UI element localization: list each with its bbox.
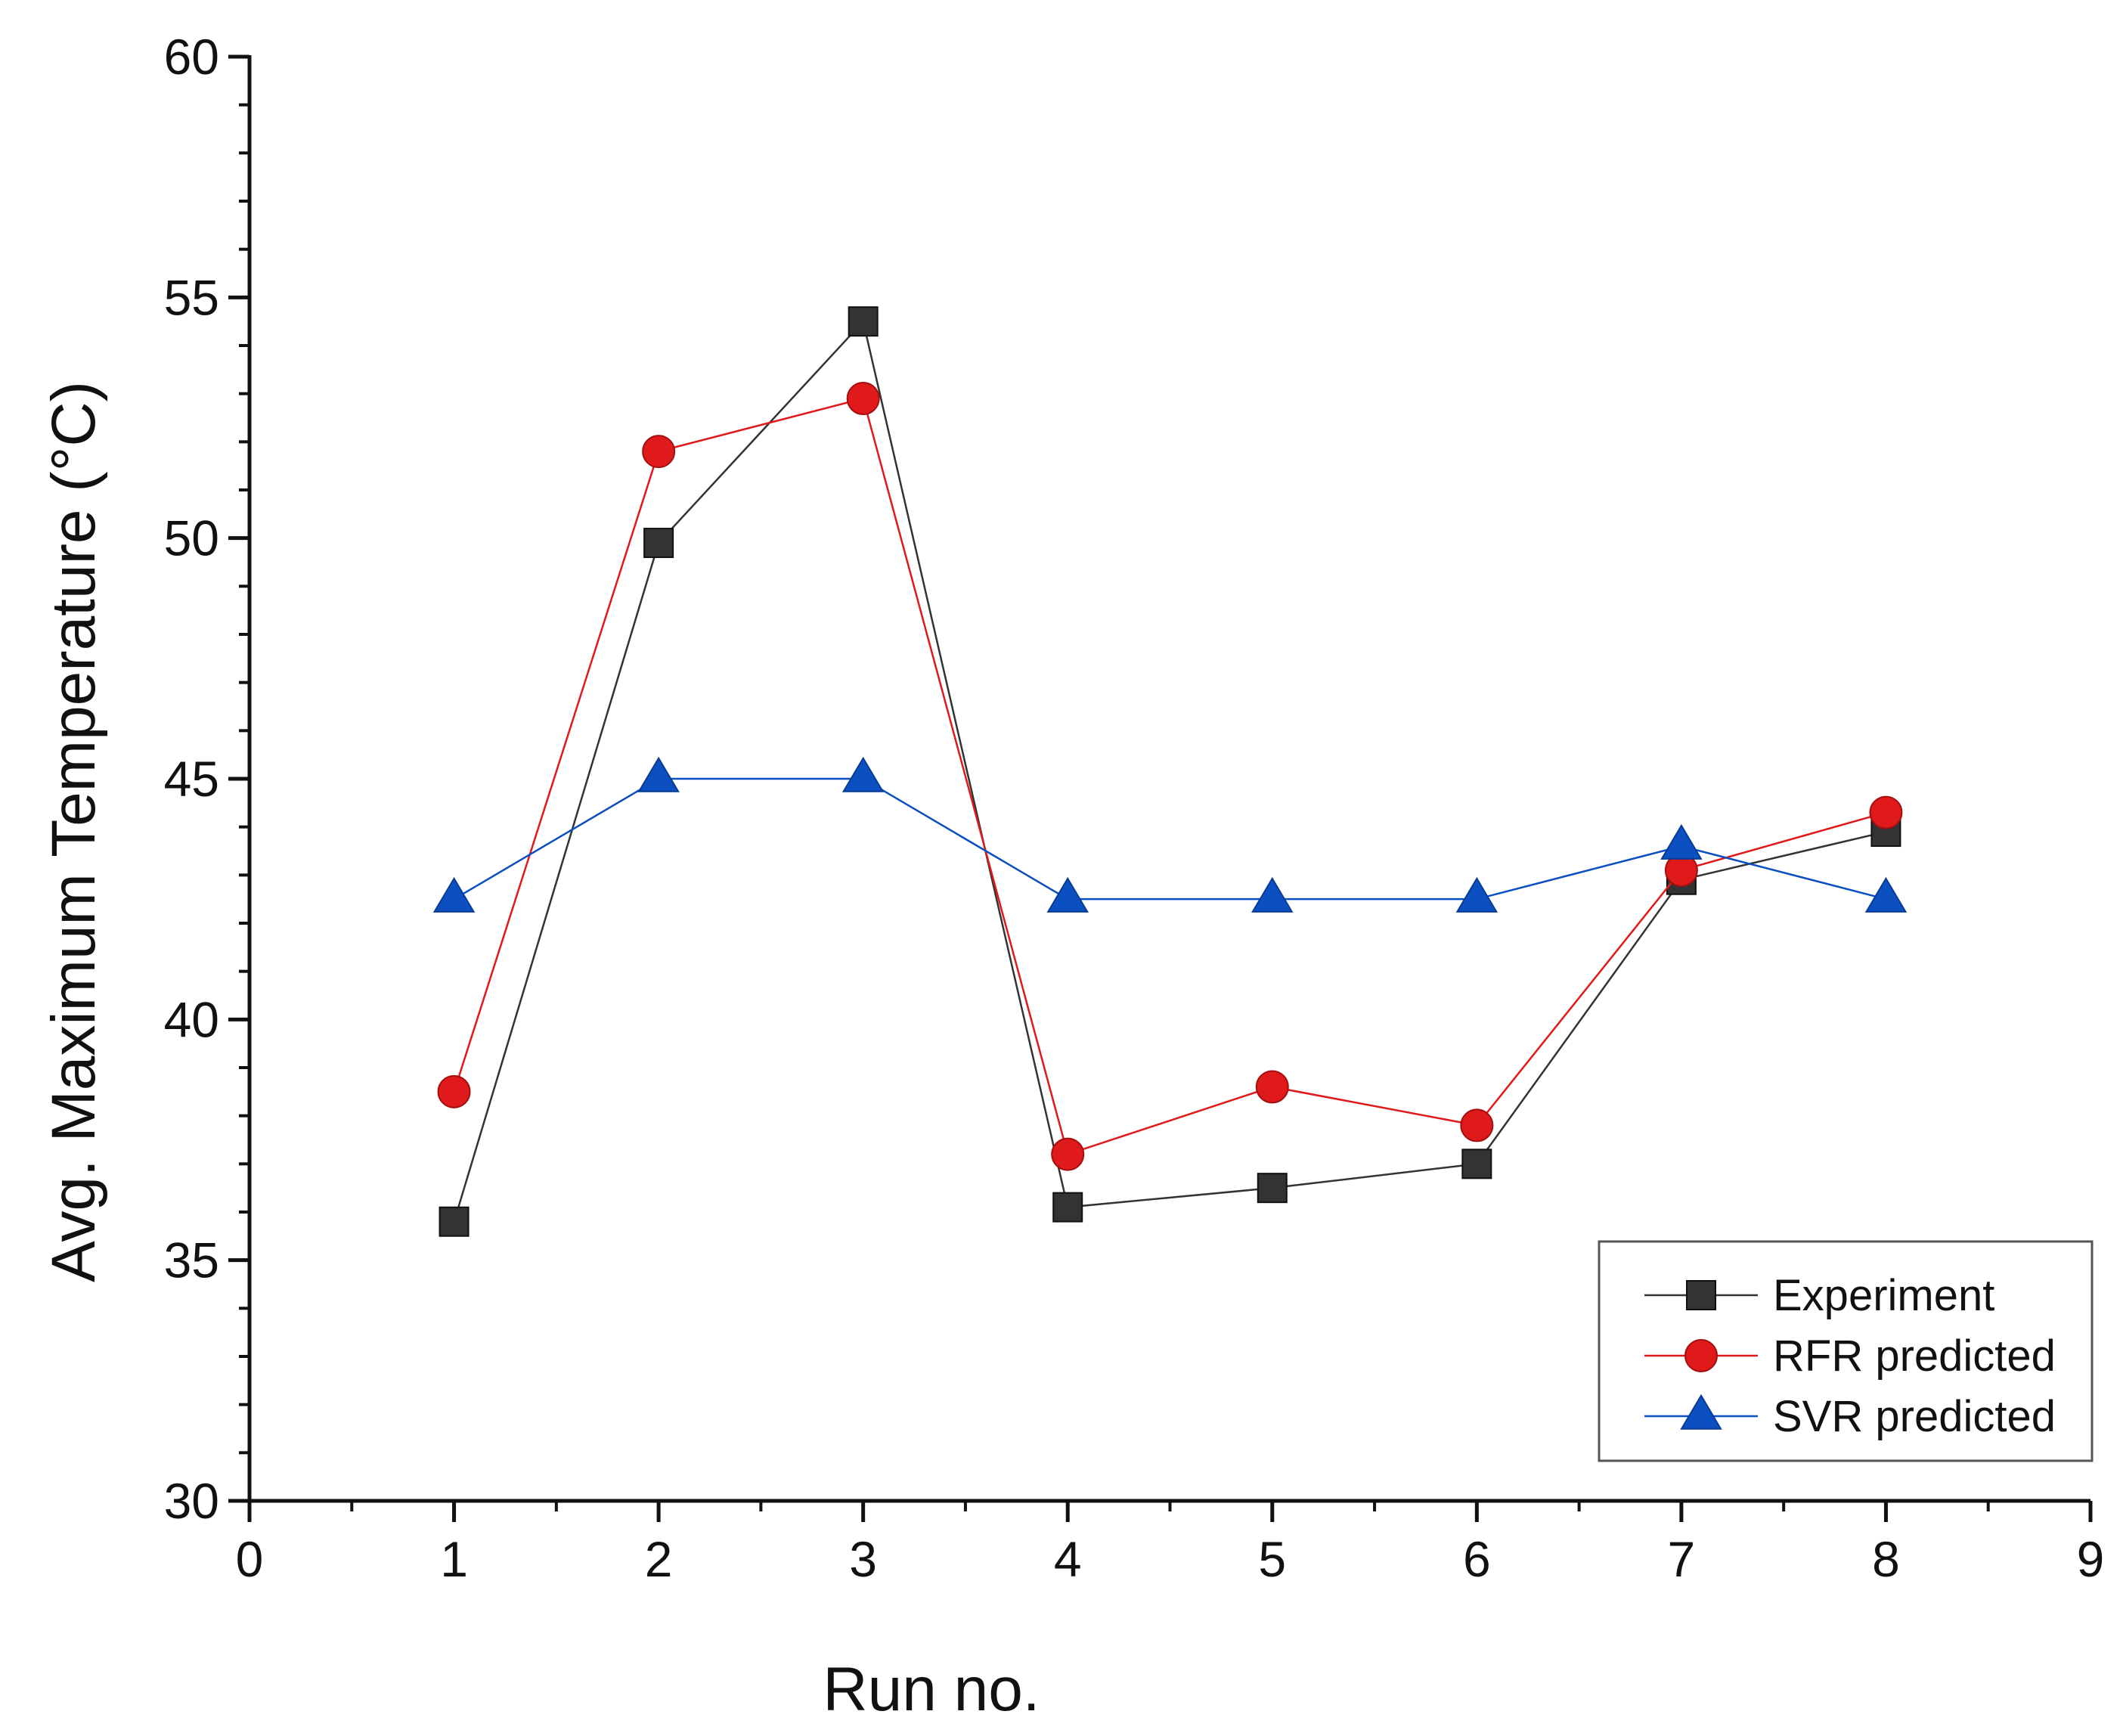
- legend-marker: [1686, 1280, 1716, 1310]
- x-tick-label: 4: [1054, 1531, 1082, 1587]
- legend-label: SVR predicted: [1773, 1392, 2056, 1441]
- y-tick-label: 35: [164, 1232, 219, 1288]
- data-point-svr-predicted: [432, 876, 476, 913]
- x-tick-label: 6: [1463, 1531, 1491, 1587]
- x-tick-label: 0: [236, 1531, 264, 1587]
- x-tick-label: 8: [1872, 1531, 1900, 1587]
- data-point-experiment: [848, 306, 879, 337]
- x-tick-label: 1: [440, 1531, 468, 1587]
- y-axis-title: Avg. Maximum Temperature (°C): [39, 381, 108, 1282]
- legend-marker: [1680, 1393, 1722, 1430]
- series-svr-predicted: [432, 756, 1908, 913]
- legend-label: Experiment: [1773, 1271, 1994, 1320]
- data-point-rfr-predicted: [1869, 795, 1903, 829]
- legend-marker: [1684, 1339, 1718, 1372]
- y-tick-label: 40: [164, 991, 219, 1047]
- x-tick-label: 2: [645, 1531, 673, 1587]
- data-point-rfr-predicted: [437, 1074, 471, 1108]
- series-rfr-predicted: [437, 382, 1903, 1171]
- data-point-svr-predicted: [1660, 823, 1703, 860]
- legend-label: RFR predicted: [1773, 1331, 2056, 1381]
- y-tick-label: 30: [164, 1473, 219, 1529]
- data-point-rfr-predicted: [1460, 1108, 1494, 1142]
- data-point-svr-predicted: [1251, 876, 1294, 913]
- x-tick-label: 3: [849, 1531, 877, 1587]
- x-axis-title: Run no.: [823, 1655, 1040, 1724]
- data-point-rfr-predicted: [642, 435, 676, 469]
- data-point-svr-predicted: [1455, 876, 1498, 913]
- y-tick-label: 60: [164, 29, 219, 85]
- y-tick-label: 55: [164, 269, 219, 325]
- data-point-experiment: [439, 1206, 470, 1237]
- plot-area: [432, 306, 1908, 1237]
- data-point-svr-predicted: [841, 756, 885, 792]
- y-tick-label: 50: [164, 510, 219, 566]
- x-tick-label: 5: [1258, 1531, 1286, 1587]
- data-point-rfr-predicted: [1255, 1070, 1289, 1104]
- data-point-svr-predicted: [1046, 876, 1089, 913]
- data-point-rfr-predicted: [1051, 1137, 1085, 1171]
- data-point-experiment: [643, 528, 674, 559]
- data-point-experiment: [1461, 1149, 1492, 1180]
- data-point-rfr-predicted: [846, 382, 880, 416]
- series-line-rfr-predicted: [453, 397, 1886, 1156]
- data-point-experiment: [1257, 1173, 1288, 1204]
- x-tick-label: 7: [1668, 1531, 1696, 1587]
- legend: Experiment RFR predicted SVR predicted: [1598, 1240, 2094, 1462]
- data-point-svr-predicted: [637, 756, 680, 792]
- data-point-svr-predicted: [1864, 876, 1908, 913]
- x-tick-label: 9: [2077, 1531, 2105, 1587]
- data-point-experiment: [1052, 1192, 1083, 1223]
- series-line-svr-predicted: [453, 777, 1886, 901]
- y-tick-label: 45: [164, 751, 219, 807]
- series-line-experiment: [453, 319, 1886, 1223]
- legend-box: [1598, 1240, 2094, 1462]
